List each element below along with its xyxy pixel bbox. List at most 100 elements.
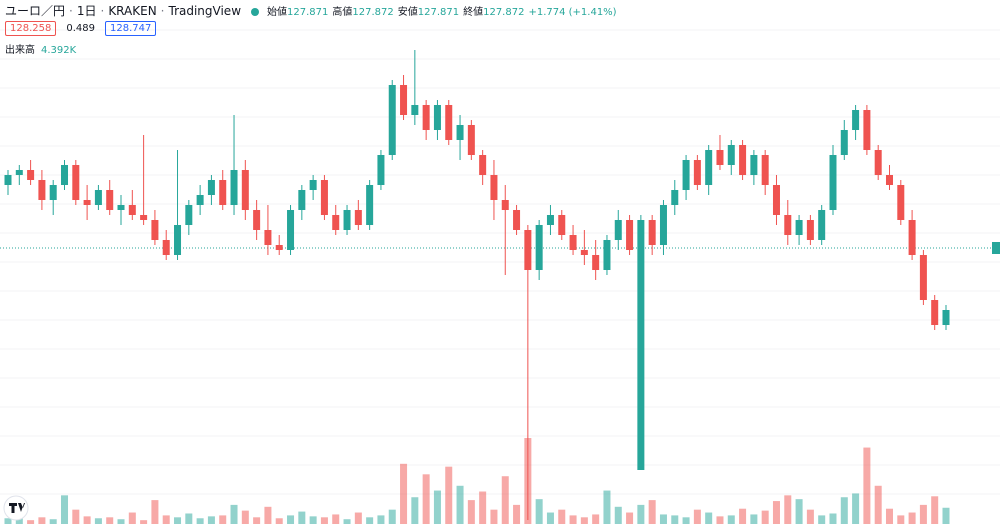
candle-body xyxy=(897,185,905,220)
volume-bar xyxy=(94,518,102,524)
symbol-line: ユーロ／円 · 1日 · KRAKEN · TradingView 始値127.871 高値12… xyxy=(5,4,617,18)
volume-bar xyxy=(818,515,826,524)
candle-body xyxy=(456,125,464,140)
candle-body xyxy=(558,215,566,235)
candle-body xyxy=(366,185,374,225)
candle-body xyxy=(795,220,803,235)
candle-body xyxy=(287,210,295,250)
ohlc-label: 安値 xyxy=(397,7,418,18)
candle-body xyxy=(162,240,170,255)
candle-body xyxy=(806,220,814,240)
volume-bar xyxy=(829,513,837,524)
volume-bar xyxy=(795,499,803,524)
volume-bar xyxy=(275,518,283,524)
candle-body xyxy=(94,190,102,205)
volume-bar xyxy=(151,500,159,524)
candle-body xyxy=(433,105,441,130)
volume-bar xyxy=(433,490,441,524)
volume-bar xyxy=(320,517,328,524)
volume-bar xyxy=(467,500,475,524)
candle-body xyxy=(840,130,848,155)
candle-body xyxy=(750,155,758,175)
volume-bar xyxy=(671,515,679,524)
volume-bar xyxy=(546,512,554,524)
volume-bar xyxy=(253,517,261,524)
candle-body xyxy=(106,190,114,210)
volume-line: 出来高 4.392K xyxy=(5,41,76,56)
volume-bar xyxy=(806,509,814,524)
volume-bar xyxy=(931,496,939,524)
volume-label: 出来高 xyxy=(5,45,35,56)
volume-bar xyxy=(569,515,577,524)
volume-bar xyxy=(174,517,182,524)
candle-body xyxy=(592,255,600,270)
volume-bar xyxy=(230,504,238,524)
volume-bar xyxy=(885,508,893,524)
volume-bar xyxy=(513,504,521,524)
candle-body xyxy=(513,210,521,230)
candle-body xyxy=(885,175,893,185)
candle-body xyxy=(626,220,634,250)
ask[interactable]: 128.747 xyxy=(105,21,157,36)
status-dot xyxy=(251,7,260,16)
volume-bar xyxy=(535,499,543,524)
candle-body xyxy=(332,215,340,230)
volume-bar xyxy=(716,516,724,524)
candle-body xyxy=(151,220,159,240)
ohlc-label: 高値 xyxy=(332,7,353,18)
candle-body xyxy=(682,160,690,190)
candle-body xyxy=(185,205,193,225)
bid[interactable]: 128.258 xyxy=(5,21,57,36)
volume-bar xyxy=(942,507,950,524)
candle-body xyxy=(784,215,792,235)
volume-bar xyxy=(287,515,295,524)
volume-bar xyxy=(332,514,340,524)
candle-body xyxy=(264,230,272,245)
volume-bar xyxy=(739,508,747,524)
candle-body xyxy=(852,110,860,130)
source: TradingView xyxy=(168,4,242,18)
volume-bar xyxy=(162,515,170,524)
candle-body xyxy=(72,165,80,200)
volume-bar xyxy=(264,506,272,524)
volume-bar xyxy=(241,510,249,524)
volume-bar xyxy=(117,519,125,524)
candle-body xyxy=(411,105,419,115)
volume-bar xyxy=(185,513,193,524)
volume-bar xyxy=(682,517,690,524)
volume-bar xyxy=(49,519,57,524)
candle-body xyxy=(230,170,238,205)
volume-bar xyxy=(659,514,667,524)
volume-bar xyxy=(140,520,148,524)
volume-bar xyxy=(366,517,374,524)
candle-body xyxy=(61,165,69,185)
volume-bar xyxy=(456,485,464,524)
candle-body xyxy=(524,230,532,270)
ohlc-value: 127.872 xyxy=(483,7,525,18)
volume-bar xyxy=(580,517,588,524)
candle-body xyxy=(603,240,611,270)
volume-bar xyxy=(411,497,419,524)
candle-body xyxy=(931,300,939,325)
volume-bar xyxy=(761,510,769,524)
candle-body xyxy=(388,85,396,155)
candle-body xyxy=(546,215,554,225)
symbol: ユーロ／円 xyxy=(5,4,66,18)
volume-bar xyxy=(83,516,91,524)
exchange: KRAKEN xyxy=(108,4,157,18)
candle-body xyxy=(727,145,735,165)
volume-bar xyxy=(445,466,453,524)
volume-bar xyxy=(637,504,645,524)
volume-bar xyxy=(219,515,227,524)
candle-body xyxy=(309,180,317,190)
volume-bar xyxy=(840,497,848,524)
ohlc-value: 127.871 xyxy=(417,7,460,18)
candle-body xyxy=(614,220,622,240)
volume-bar xyxy=(852,493,860,524)
price-marker xyxy=(992,242,1000,254)
volume-bar xyxy=(422,474,430,524)
volume-bar xyxy=(207,516,215,524)
volume-bar xyxy=(490,509,498,524)
